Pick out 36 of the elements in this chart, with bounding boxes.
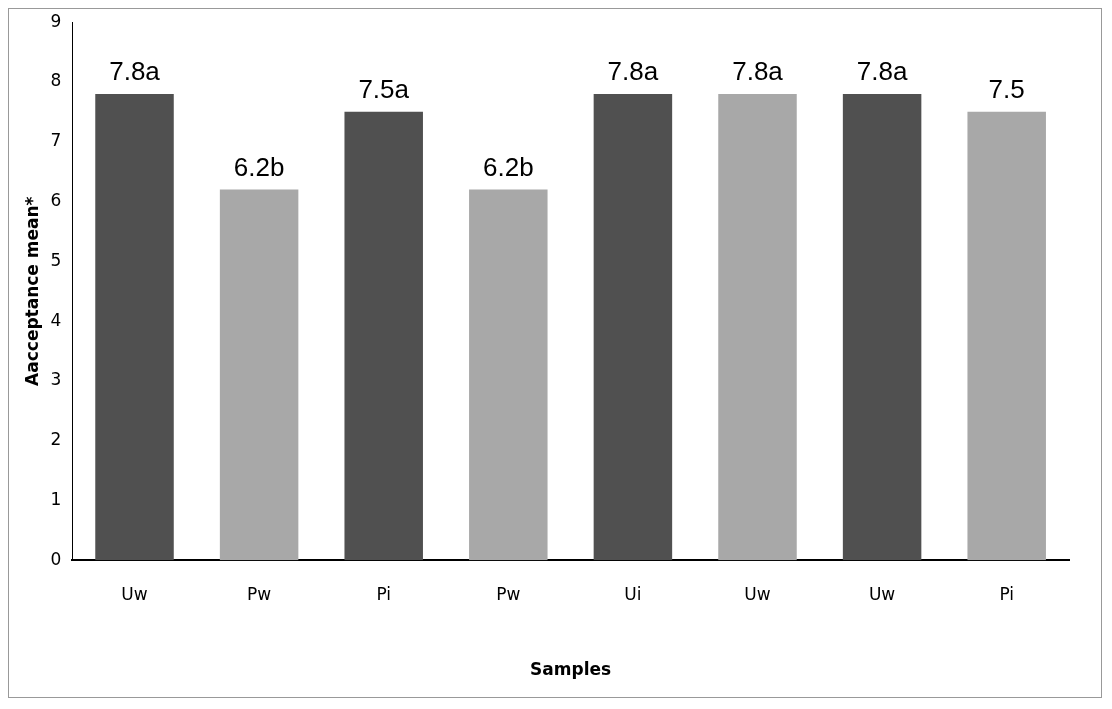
- bar: [593, 93, 673, 561]
- y-tick-label: 7: [50, 130, 62, 151]
- x-axis-title: Samples: [530, 659, 612, 680]
- data-label: 6.2b: [233, 151, 285, 182]
- x-tick-label: Pw: [247, 583, 272, 604]
- y-axis-title: Aacceptance mean*: [21, 196, 42, 386]
- x-tick-label: Uw: [121, 583, 148, 604]
- y-tick-label: 6: [50, 189, 62, 210]
- x-tick-label: Uw: [744, 583, 771, 604]
- y-tick-label: 2: [50, 429, 62, 450]
- y-tick-label: 5: [50, 249, 62, 270]
- y-tick-label: 4: [50, 309, 62, 330]
- bar: [842, 93, 922, 561]
- data-label: 7.8a: [732, 56, 784, 87]
- y-tick-label: 3: [50, 369, 62, 390]
- bar: [967, 111, 1046, 561]
- x-tick-label: Pi: [999, 583, 1015, 604]
- data-label: 7.8a: [607, 56, 659, 87]
- bar: [95, 93, 174, 561]
- data-label: 6.2b: [483, 151, 534, 182]
- y-tick-label: 0: [50, 548, 62, 569]
- data-label: 7.8a: [109, 56, 161, 87]
- y-tick-label: 9: [50, 10, 62, 31]
- bar: [344, 111, 423, 561]
- data-label: 7.8a: [856, 56, 908, 87]
- y-tick-label: 8: [50, 70, 62, 91]
- y-tick-label: 1: [50, 488, 62, 509]
- x-tick-label: Pw: [496, 583, 521, 604]
- x-tick-label: Uw: [868, 583, 896, 604]
- x-tick-label: Ui: [624, 583, 642, 604]
- bar: [469, 189, 548, 561]
- data-label: 7.5a: [358, 74, 410, 105]
- bar: [718, 93, 797, 561]
- x-tick-label: Pi: [376, 583, 392, 604]
- data-label: 7.5: [988, 74, 1025, 105]
- bar: [219, 189, 299, 561]
